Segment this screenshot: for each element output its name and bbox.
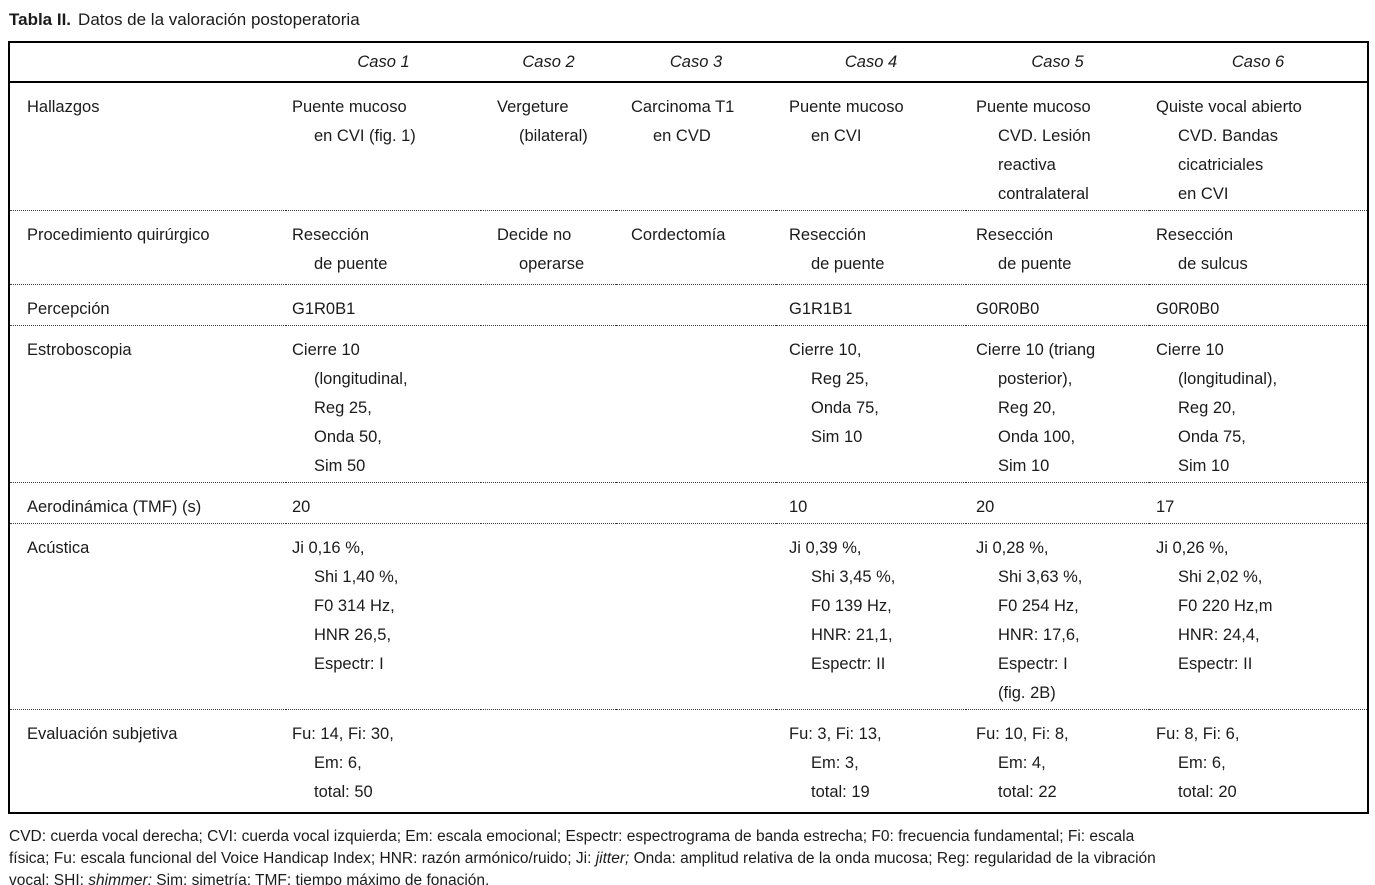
table-cell: Cordectomía bbox=[631, 226, 726, 244]
table-row-aerodinamica: Aerodinámica (TMF) (s) 20 10 20 17 bbox=[9, 482, 1368, 524]
table-cell: Vergeture (bilateral) bbox=[497, 98, 588, 145]
table-cell bbox=[481, 285, 616, 326]
table-cell: 17 bbox=[1156, 498, 1175, 516]
table-cell: G0R0B0 bbox=[1156, 300, 1220, 318]
table-cell: Quiste vocal abierto CVD. Bandas cicatrici… bbox=[1156, 98, 1302, 203]
table-cell: Fu: 3, Fi: 13, Em: 3, total: 19 bbox=[789, 725, 882, 801]
table-cell: Ji 0,28 %, Shi 3,63 %, F0 254 Hz, HNR: 17,6… bbox=[976, 539, 1083, 702]
table-cell: Fu: 8, Fi: 6, Em: 6, total: 20 bbox=[1156, 725, 1240, 801]
table-row-estroboscopia: Estroboscopia Cierre 10 (longitudinal, Reg… bbox=[9, 325, 1368, 483]
table-row-percepcion: Percepción G1R0B1 G1R1B1 G0R0B0 G0R0B0 bbox=[9, 284, 1368, 326]
table-cell: Ji 0,26 %, Shi 2,02 %, F0 220 Hz,m HNR: 24,… bbox=[1156, 539, 1273, 673]
table-cell: 10 bbox=[789, 498, 808, 516]
table-cell: Puente mucoso CVD. Lesión reactiva contrala… bbox=[976, 98, 1091, 203]
table-cell: Ji 0,39 %, Shi 3,45 %, F0 139 Hz, HNR: 21,1… bbox=[789, 539, 896, 673]
table-cell: Cierre 10 (longitudinal, Reg 25, Onda 50, Si… bbox=[292, 341, 408, 475]
column-header-caso-4: Caso 4 bbox=[776, 42, 966, 83]
row-label-procedimiento: Procedimiento quirúrgico bbox=[27, 226, 210, 244]
row-label-acustica: Acústica bbox=[27, 539, 90, 557]
table-cell bbox=[616, 710, 776, 813]
table-row-procedimiento: Procedimiento quirúrgico Resección de pue… bbox=[9, 210, 1368, 285]
table-cell: Puente mucoso en CVI bbox=[789, 98, 904, 145]
table-cell bbox=[616, 285, 776, 326]
table-caption: Datos de la valoración postoperatoria bbox=[78, 10, 360, 29]
column-header-caso-5: Caso 5 bbox=[966, 42, 1149, 83]
table-cell: G1R0B1 bbox=[292, 300, 356, 318]
table-cell: Resección de puente bbox=[292, 226, 388, 273]
table-cell bbox=[616, 326, 776, 483]
table-row-evaluacion: Evaluación subjetiva Fu: 14, Fi: 30, Em: … bbox=[9, 709, 1368, 813]
table-cell: 20 bbox=[976, 498, 995, 516]
table-cell: Ji 0,16 %, Shi 1,40 %, F0 314 Hz, HNR 26,5,… bbox=[292, 539, 399, 673]
table-cell bbox=[481, 326, 616, 483]
column-header-caso-3: Caso 3 bbox=[616, 42, 776, 83]
row-label-hallazgos: Hallazgos bbox=[27, 98, 100, 116]
table-cell bbox=[481, 524, 616, 710]
row-label-percepcion: Percepción bbox=[27, 300, 110, 318]
table-cell bbox=[481, 710, 616, 813]
table-cell: Puente mucoso en CVI (fig. 1) bbox=[292, 98, 416, 145]
table-cell: Cierre 10, Reg 25, Onda 75, Sim 10 bbox=[789, 341, 879, 446]
table-cell: Fu: 14, Fi: 30, Em: 6, total: 50 bbox=[292, 725, 394, 801]
table-number: Tabla II. bbox=[9, 10, 72, 29]
table-cell bbox=[616, 483, 776, 524]
table-row-acustica: Acústica Ji 0,16 %, Shi 1,40 %, F0 314 Hz,… bbox=[9, 523, 1368, 710]
row-label-aerodinamica: Aerodinámica (TMF) (s) bbox=[27, 498, 202, 516]
table-cell: Decide no operarse bbox=[497, 226, 585, 273]
header-row: Caso 1 Caso 2 Caso 3 Caso 4 Caso 5 Caso … bbox=[9, 42, 1368, 83]
table-cell bbox=[616, 524, 776, 710]
column-header-caso-6: Caso 6 bbox=[1149, 42, 1368, 83]
table-cell: Resección de puente bbox=[976, 226, 1072, 273]
table-title: Tabla II. Datos de la valoración postoper… bbox=[9, 10, 1367, 30]
column-header-caso-1: Caso 1 bbox=[286, 42, 481, 83]
row-label-estroboscopia: Estroboscopia bbox=[27, 341, 132, 359]
table-cell: Resección de puente bbox=[789, 226, 885, 273]
table-row-hallazgos: Hallazgos Puente mucoso en CVI (fig. 1) V… bbox=[9, 82, 1368, 211]
table-cell: Resección de sulcus bbox=[1156, 226, 1248, 273]
column-header-caso-2: Caso 2 bbox=[481, 42, 616, 83]
table-footnote: CVD: cuerda vocal derecha; CVI: cuerda v… bbox=[9, 827, 1156, 885]
table-cell: Cierre 10 (longitudinal), Reg 20, Onda 75, S… bbox=[1156, 341, 1278, 475]
column-header-empty bbox=[9, 42, 286, 83]
row-label-evaluacion: Evaluación subjetiva bbox=[27, 725, 178, 743]
table-cell: G0R0B0 bbox=[976, 300, 1040, 318]
table-cell: Carcinoma T1 en CVD bbox=[631, 98, 735, 145]
table-cell bbox=[481, 483, 616, 524]
table-cell: G1R1B1 bbox=[789, 300, 853, 318]
table-cell: Fu: 10, Fi: 8, Em: 4, total: 22 bbox=[976, 725, 1069, 801]
table-cell: Cierre 10 (triang posterior), Reg 20, Onda … bbox=[976, 341, 1096, 475]
table-cell: 20 bbox=[292, 498, 311, 516]
postoperative-data-table: Caso 1 Caso 2 Caso 3 Caso 4 Caso 5 Caso … bbox=[8, 41, 1369, 814]
